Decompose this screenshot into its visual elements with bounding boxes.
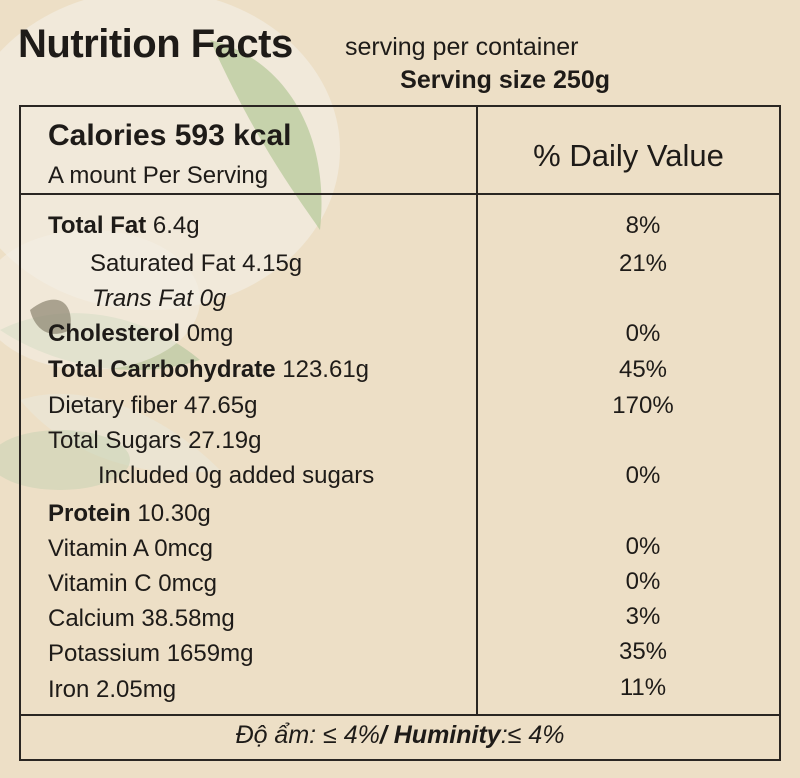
header-divider [19,193,781,195]
nutrient-row-protein: Protein 10.30g [48,500,211,528]
nutrient-row-total-carbohydrate: Total Carrbohydrate 123.61g [48,356,369,384]
nutrient-label: Vitamin C 0mcg [48,570,217,597]
nutrient-amount: 123.61g [275,356,370,383]
dv-saturated-fat: 21% [618,250,668,277]
nutrient-row-dietary-fiber: Dietary fiber 47.65g [48,392,257,420]
nutrient-label: Protein [48,500,131,527]
nutrient-row-vitamin-c: Vitamin C 0mcg [48,570,217,598]
nutrient-label: Potassium 1659mg [48,640,254,667]
nutrient-amount: 6.4g [146,212,200,239]
nutrient-row-vitamin-a: Vitamin A 0mcg [48,535,213,563]
nutrient-row-calcium: Calcium 38.58mg [48,605,235,633]
serving-per-container: serving per container [345,33,579,61]
dv-added-sugars: 0% [625,462,661,489]
nutrient-label: Trans Fat 0g [92,285,227,312]
nutrient-amount: 0mg [180,320,234,347]
nutrient-row-added-sugars: Included 0g added sugars [98,462,374,490]
nutrient-label: Included 0g added sugars [98,462,375,489]
nutrient-row-total-sugars: Total Sugars 27.19g [48,427,261,455]
moisture-english-value: :≤ 4% [500,721,565,749]
nutrient-row-total-fat: Total Fat 6.4g [48,212,200,240]
nutrient-label: Cholesterol [48,320,181,347]
nutrient-label: Saturated Fat 4.15g [90,250,303,277]
dv-vitamin-a: 0% [625,533,661,560]
nutrient-label: Vitamin A 0mcg [48,535,213,562]
nutrient-row-trans-fat: Trans Fat 0g [92,285,226,313]
nutrient-row-saturated-fat: Saturated Fat 4.15g [90,250,302,278]
nutrient-label: Iron 2.05mg [48,676,177,703]
nutrient-label: Total Sugars 27.19g [48,427,262,454]
nutrient-label: Dietary fiber 47.65g [48,392,258,419]
dv-cholesterol: 0% [625,320,661,347]
dv-calcium: 3% [625,603,661,630]
dv-total-carbohydrate: 45% [618,356,668,383]
moisture-footer: Độ ẩm: ≤ 4%/ Huminity:≤ 4% [19,721,781,750]
nutrient-row-potassium: Potassium 1659mg [48,640,253,668]
nutrient-row-cholesterol: Cholesterol 0mg [48,320,233,348]
footer-divider [19,714,781,716]
nutrient-label: Total Carrbohydrate [48,356,276,383]
dv-potassium: 35% [618,638,668,665]
dv-dietary-fiber: 170% [612,392,674,419]
moisture-english-label: / Huminity [379,721,501,749]
nutrient-amount: 10.30g [130,500,211,527]
daily-value-header: % Daily Value [533,138,724,173]
serving-size: Serving size 250g [400,66,610,94]
dv-vitamin-c: 0% [625,568,661,595]
nutrition-facts-title: Nutrition Facts [18,22,293,66]
amount-per-serving-label: A mount Per Serving [48,162,269,189]
dv-total-fat: 8% [625,212,661,239]
column-divider [476,105,478,716]
nutrient-label: Total Fat [48,212,147,239]
nutrient-label: Calcium 38.58mg [48,605,235,632]
nutrition-table-border [19,105,781,761]
calories-label: Calories 593 kcal [48,119,292,152]
moisture-vietnamese: Độ ẩm: ≤ 4% [235,721,380,749]
dv-iron: 11% [619,674,667,701]
nutrient-row-iron: Iron 2.05mg [48,676,176,704]
